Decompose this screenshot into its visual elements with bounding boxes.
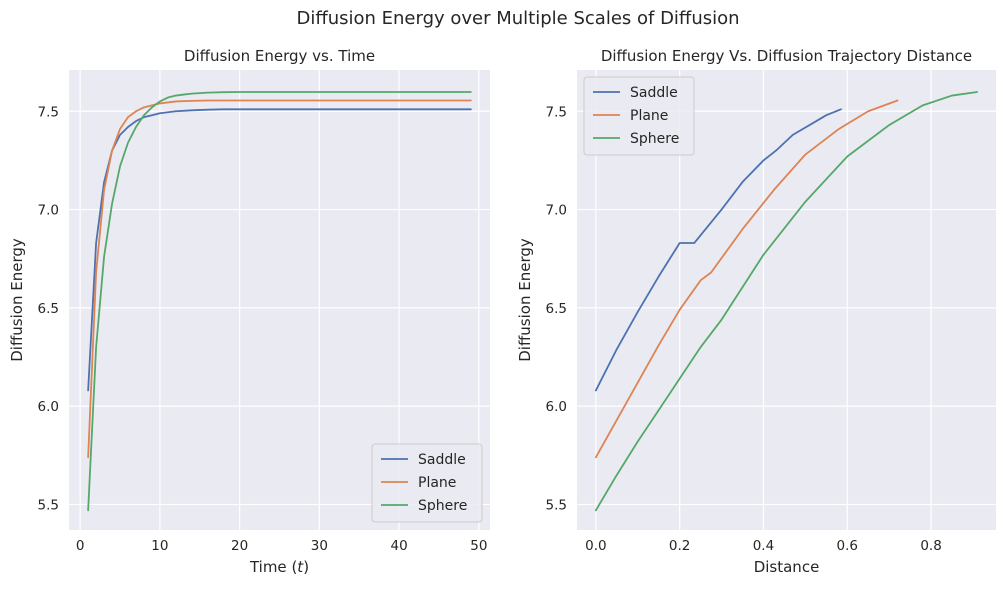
legend-label-plane: Plane — [630, 108, 668, 124]
y-tick-label: 6.5 — [38, 301, 59, 317]
chart-title: Diffusion Energy Vs. Diffusion Trajector… — [601, 47, 972, 65]
chart-title: Diffusion Energy vs. Time — [184, 47, 375, 65]
chart-panel-2: 0.0 0.2 0.4 0.6 0.8 5.5 6.0 6.5 7.0 7.5 Diffusion … — [516, 47, 996, 576]
x-tick-label: 50 — [470, 538, 487, 554]
x-axis-label: Time (t) — [249, 558, 309, 576]
y-tick-label: 6.5 — [546, 301, 567, 317]
legend-box — [583, 76, 695, 156]
y-axis-label: Diffusion Energy — [516, 238, 534, 362]
x-tick-label: 0.2 — [669, 538, 690, 554]
legend-label-sphere: Sphere — [630, 131, 679, 147]
x-tick-label: 40 — [391, 538, 408, 554]
legend-label-saddle: Saddle — [630, 85, 678, 101]
series-line-saddle — [594, 108, 842, 392]
y-tick-label: 5.5 — [546, 497, 567, 513]
y-tick-label: 6.0 — [546, 399, 567, 415]
chart-panel-1: 0 10 20 30 40 50 5.5 6.0 6.5 7.0 7.5 Diffusion Ener… — [8, 47, 490, 576]
series-line-plane — [87, 99, 472, 459]
y-tick-label: 5.5 — [38, 497, 59, 513]
legend-label-sphere: Sphere — [418, 498, 467, 514]
y-tick-label: 7.5 — [546, 104, 567, 120]
y-tick-label: 6.0 — [38, 399, 59, 415]
legend: Saddle Plane Sphere — [583, 76, 695, 156]
x-tick-label: 10 — [151, 538, 168, 554]
legend-box — [371, 443, 483, 523]
y-axis-label: Diffusion Energy — [8, 238, 26, 362]
series-line-sphere — [594, 91, 979, 512]
x-tick-label: 20 — [231, 538, 248, 554]
x-tick-label: 30 — [311, 538, 328, 554]
x-tick-label: 0.8 — [920, 538, 941, 554]
x-tick-label: 0.0 — [585, 538, 606, 554]
y-tick-label: 7.0 — [546, 203, 567, 219]
series-line-sphere — [87, 91, 472, 512]
legend-label-plane: Plane — [418, 475, 456, 491]
series-line-plane — [594, 99, 899, 459]
x-tick-label: 0 — [76, 538, 85, 554]
y-tick-label: 7.5 — [38, 104, 59, 120]
y-tick-label: 7.0 — [38, 203, 59, 219]
x-tick-label: 0.4 — [753, 538, 774, 554]
legend-label-saddle: Saddle — [418, 452, 466, 468]
legend: Saddle Plane Sphere — [371, 443, 483, 523]
figure-suptitle: Diffusion Energy over Multiple Scales of… — [296, 8, 739, 29]
x-axis-label: Distance — [754, 558, 820, 576]
x-tick-label: 0.6 — [837, 538, 858, 554]
